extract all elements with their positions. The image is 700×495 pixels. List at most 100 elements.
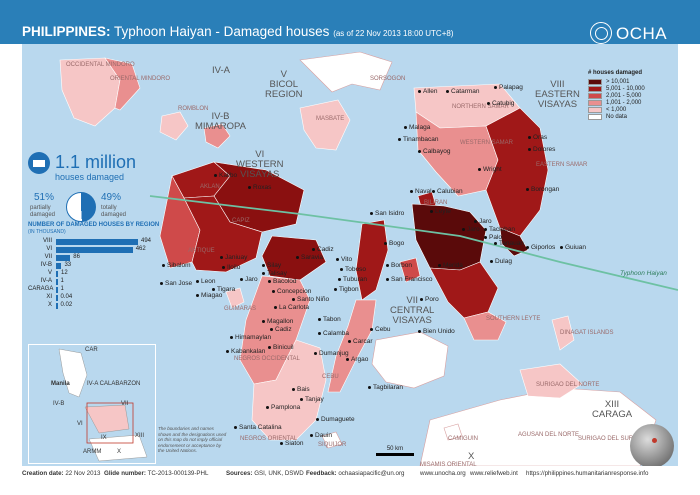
city-label: Carcar <box>348 338 373 345</box>
city-label: Tacloban <box>484 226 515 233</box>
title-as-of: (as of 22 Nov 2013 18:00 UTC+8) <box>333 29 454 38</box>
province-label: ANTIQUE <box>188 248 215 254</box>
city-label: Kalibo <box>214 172 237 179</box>
legend-swatch <box>588 78 602 85</box>
map-panel[interactable]: OCCIDENTAL MINDORO ORIENTAL MINDORO ROMBLO… <box>22 44 678 466</box>
header-bar: PHILIPPINES: Typhoon Haiyan - Damaged ho… <box>0 0 700 44</box>
city-label: Silay <box>262 262 281 269</box>
city-label: Bacolod <box>268 278 297 285</box>
region-label: X <box>468 451 475 462</box>
bar-value: 1 <box>60 277 64 284</box>
province-label: OCCIDENTAL MINDORO <box>66 62 135 68</box>
typhoon-track-label: Typhoon Haiyan <box>620 270 667 277</box>
region-label: IV-A <box>212 65 230 76</box>
province-label: ORIENTAL MINDORO <box>110 76 171 82</box>
bar-row: X 0.02 <box>28 302 188 310</box>
footer-glide: Glide number: TC-2013-000139-PHL <box>104 470 209 477</box>
city-label: Pamplona <box>266 404 300 411</box>
city-label: Merida <box>438 262 463 269</box>
province-label: CAPIZ <box>232 218 250 224</box>
footer-url-reliefweb[interactable]: www.reliefweb.int <box>470 470 518 477</box>
city-label: Talisay <box>262 270 287 277</box>
city-label: Bogo <box>384 240 404 247</box>
footer-url-unocha[interactable]: www.unocha.org <box>420 470 466 477</box>
city-label: Guiuan <box>560 244 586 251</box>
city-label: Iloilo <box>222 264 240 271</box>
city-label: Jaro <box>462 226 480 233</box>
legend-item: 5,001 - 10,000 <box>588 85 674 92</box>
legend-label: 5,001 - 10,000 <box>606 85 645 92</box>
inset-visayas <box>84 404 130 434</box>
city-label: Vito <box>336 256 352 263</box>
inset-label-vi: VI <box>77 421 83 427</box>
legend-title: # houses damaged <box>588 70 643 76</box>
bar-value: 86 <box>73 253 80 260</box>
city-label: Binicuil <box>268 344 294 351</box>
bar-region-label: VII <box>44 253 52 260</box>
camiguin-island <box>443 423 463 441</box>
partially-label: partially damaged <box>30 205 56 218</box>
city-label: Jaro <box>474 218 492 225</box>
legend-item: 2,001 - 5,000 <box>588 92 674 99</box>
map-title: PHILIPPINES: Typhoon Haiyan - Damaged ho… <box>22 24 453 39</box>
bar-row: VI 462 <box>28 246 188 254</box>
city-label: Tigara <box>212 286 235 293</box>
footer: Creation date: 22 Nov 2013 Glide number:… <box>0 466 700 495</box>
bohol-island <box>371 331 449 389</box>
bicol-region <box>299 51 393 93</box>
region-label: IV-B MIMAROPA <box>195 111 247 132</box>
city-label: Bais <box>292 386 310 393</box>
bar-region-label: X <box>47 301 52 308</box>
bar-region-label: IV-A <box>40 277 52 284</box>
dinagat-island <box>551 315 575 351</box>
ocha-logo-text: OCHA <box>616 24 668 43</box>
footer-url-hr[interactable]: https://philippines.humanitarianresponse… <box>526 470 649 477</box>
region-label: VII CENTRAL VISAYAS <box>390 295 435 326</box>
province-label: NEGROS ORIENTAL <box>240 436 298 442</box>
legend-swatch <box>588 106 602 113</box>
legend-swatch <box>588 113 602 120</box>
city-label: Palo <box>484 234 502 241</box>
scale-label: 50 km <box>386 446 404 452</box>
province-label: EASTERN SAMAR <box>536 162 588 168</box>
surigao-del-norte <box>519 363 583 399</box>
city-label: Leyte <box>430 208 451 215</box>
legend-label: 2,001 - 5,000 <box>606 92 642 99</box>
province-label: ROMBLON <box>178 106 209 112</box>
region-label: VI WESTERN VISAYAS <box>236 149 284 180</box>
bar-region-label: VIII <box>42 237 52 244</box>
city-label: Cadiz <box>270 326 292 333</box>
province-label: SOUTHERN LEYTE <box>486 316 541 322</box>
cebu-north <box>355 219 389 301</box>
city-label: Borongan <box>526 186 559 193</box>
bar-fill <box>56 294 58 301</box>
legend-swatch <box>588 92 602 99</box>
bar-row: CARAGA 1 <box>28 286 188 294</box>
inset-label-ix: IX <box>101 435 107 441</box>
bar-fill <box>56 286 58 293</box>
inset-map[interactable]: CAR Manila IV-A CALABARZON IV-B VII VI I… <box>28 344 156 464</box>
bar-row: IV-B 33 <box>28 262 188 270</box>
city-label: Wright <box>478 166 502 173</box>
city-label: Roxas <box>248 184 271 191</box>
inset-label-armm: ARMM <box>83 449 102 455</box>
house-icon <box>28 152 50 174</box>
footer-sources: Sources: GSI, UNK, DSWD <box>226 470 304 477</box>
legend-label: < 1,000 <box>606 106 627 113</box>
inset-label-iva: IV-A CALABARZON <box>87 381 141 387</box>
totally-label: totally damaged <box>101 205 127 218</box>
city-label: Tuburan <box>338 276 367 283</box>
totally-pct: 49% <box>101 192 122 203</box>
footer-feedback[interactable]: Feedback: ochaasiapacific@un.org <box>306 470 405 477</box>
legend-label: > 10,001 <box>606 78 630 85</box>
total-damaged-value: 1.1 million <box>55 152 137 172</box>
panay-iloilo <box>183 195 263 273</box>
bar-fill <box>56 302 58 309</box>
bar-value: 0.02 <box>60 301 73 308</box>
city-label: Dauin <box>310 432 332 439</box>
city-label: Concepcion <box>272 288 311 295</box>
bar-row: V 12 <box>28 270 188 278</box>
city-label: Palapag <box>494 84 523 91</box>
bars-subtitle: (IN THOUSAND) <box>28 228 66 235</box>
city-label: Leon <box>196 278 215 285</box>
